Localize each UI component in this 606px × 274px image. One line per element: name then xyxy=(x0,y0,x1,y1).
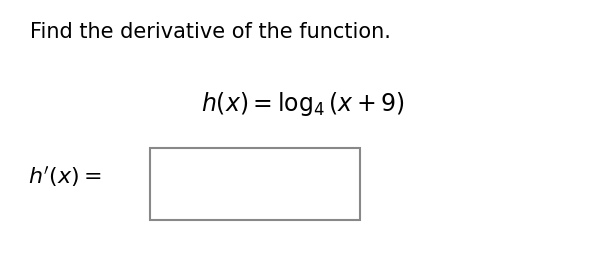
Text: Find the derivative of the function.: Find the derivative of the function. xyxy=(30,22,391,42)
Text: $h'(x) =$: $h'(x) =$ xyxy=(28,165,102,189)
Bar xyxy=(150,148,360,220)
Text: $h(x) = \log_4(x + 9)$: $h(x) = \log_4(x + 9)$ xyxy=(201,90,405,118)
